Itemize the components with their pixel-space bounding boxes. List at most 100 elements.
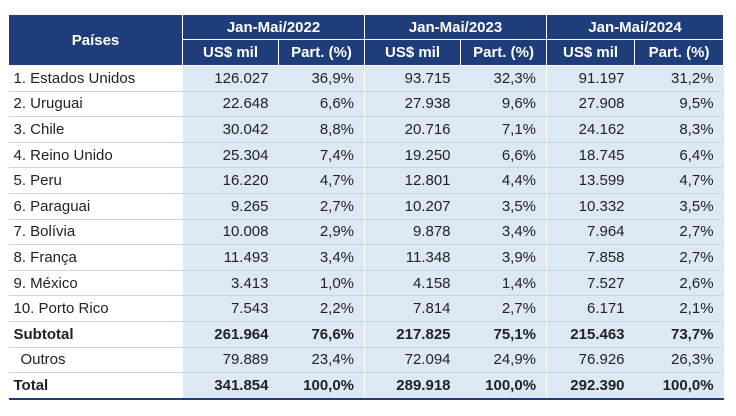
cell-share-2024: 8,3% [634,116,724,143]
cell-share-2024: 2,1% [634,295,724,322]
cell-share-2023: 24,9% [460,347,547,374]
exports-by-country-table: Países Jan-Mai/2022 Jan-Mai/2023 Jan-Mai… [8,14,725,400]
cell-share-2022: 2,9% [278,219,365,246]
cell-value-2023: 9.878 [364,219,461,246]
table-row: 4. Reino Unido 25.304 7,4% 19.250 6,6% 18.745… [8,142,724,169]
header-value-2022: US$ mil [182,39,279,66]
row-country-name: 7. Bolívia [8,219,183,246]
cell-value-2024: 76.926 [546,347,635,374]
cell-value-2024: 18.745 [546,142,635,169]
cell-share-2022: 3,4% [278,244,365,271]
header-value-2023: US$ mil [364,39,462,66]
cell-share-2023: 100,0% [460,372,547,400]
cell-value-2022: 341.854 [182,372,279,400]
row-country-name: 10. Porto Rico [8,295,183,322]
cell-value-2022: 7.543 [182,295,279,322]
cell-share-2024: 9,5% [634,91,724,118]
cell-value-2024: 7.527 [546,270,635,297]
cell-value-2024: 215.463 [546,320,635,348]
cell-value-2022: 10.008 [182,219,279,246]
cell-value-2022: 79.889 [182,347,279,374]
cell-share-2023: 3,9% [460,244,547,271]
cell-share-2024: 2,7% [634,244,724,271]
cell-share-2023: 2,7% [460,295,547,322]
cell-share-2022: 6,6% [278,91,365,118]
cell-value-2023: 289.918 [364,372,461,400]
table-row: 6. Paraguai 9.265 2,7% 10.207 3,5% 10.332 3,5% [8,193,724,220]
cell-value-2023: 27.938 [364,91,461,118]
row-country-name: 5. Peru [8,167,183,194]
row-country-name: 9. México [8,270,183,297]
cell-share-2024: 2,7% [634,219,724,246]
header-period-2023: Jan-Mai/2023 [364,14,548,40]
cell-share-2023: 75,1% [460,320,547,348]
cell-value-2022: 25.304 [182,142,279,169]
cell-value-2024: 13.599 [546,167,635,194]
table-row: 2. Uruguai 22.648 6,6% 27.938 9,6% 27.908 9,5% [8,91,724,118]
row-country-name: 2. Uruguai [8,91,183,118]
cell-share-2024: 100,0% [634,372,724,400]
header-share-2023: Part. (%) [460,39,548,66]
cell-share-2024: 31,2% [634,65,724,92]
cell-value-2022: 11.493 [182,244,279,271]
row-country-name: 4. Reino Unido [8,142,183,169]
cell-value-2022: 30.042 [182,116,279,143]
table-row: 10. Porto Rico 7.543 2,2% 7.814 2,7% 6.171 2,1… [8,295,724,322]
cell-share-2024: 2,6% [634,270,724,297]
cell-share-2023: 4,4% [460,167,547,194]
cell-value-2024: 24.162 [546,116,635,143]
cell-value-2024: 7.964 [546,219,635,246]
cell-value-2024: 27.908 [546,91,635,118]
row-country-name: 6. Paraguai [8,193,183,220]
cell-share-2023: 7,1% [460,116,547,143]
cell-value-2023: 72.094 [364,347,461,374]
cell-value-2022: 126.027 [182,65,279,92]
cell-share-2023: 32,3% [460,65,547,92]
cell-share-2022: 7,4% [278,142,365,169]
row-country-name: Outros [8,347,183,374]
table-body: 1. Estados Unidos 126.027 36,9% 93.715 32,3%… [8,65,724,400]
header-period-2022: Jan-Mai/2022 [181,14,366,40]
table-row: 1. Estados Unidos 126.027 36,9% 93.715 32,3%… [8,65,724,92]
cell-value-2022: 261.964 [182,320,279,348]
cell-value-2023: 10.207 [364,193,461,220]
cell-value-2024: 7.858 [546,244,635,271]
header-period-2024: Jan-Mai/2024 [546,14,725,40]
cell-share-2023: 1,4% [460,270,547,297]
cell-share-2022: 100,0% [278,372,365,400]
exports-table-container: Países Jan-Mai/2022 Jan-Mai/2023 Jan-Mai… [8,14,725,400]
cell-value-2023: 11.348 [364,244,461,271]
row-country-name: Subtotal [8,320,183,348]
row-country-name: 8. França [8,244,183,271]
cell-share-2022: 2,7% [278,193,365,220]
header-share-2024: Part. (%) [634,39,725,66]
cell-value-2023: 12.801 [364,167,461,194]
table-row: 3. Chile 30.042 8,8% 20.716 7,1% 24.162 8,3% [8,116,724,143]
cell-value-2022: 3.413 [182,270,279,297]
cell-share-2024: 73,7% [634,320,724,348]
cell-share-2024: 3,5% [634,193,724,220]
cell-value-2023: 217.825 [364,320,461,348]
header-value-2024: US$ mil [546,39,636,66]
cell-share-2022: 8,8% [278,116,365,143]
row-country-name: Total [8,372,183,400]
header-countries: Países [8,14,183,66]
total-row: Total 341.854 100,0% 289.918 100,0% 292.390 10… [8,372,724,400]
cell-value-2024: 91.197 [546,65,635,92]
cell-value-2024: 6.171 [546,295,635,322]
cell-share-2022: 4,7% [278,167,365,194]
cell-share-2024: 4,7% [634,167,724,194]
cell-share-2023: 3,4% [460,219,547,246]
cell-value-2024: 10.332 [546,193,635,220]
cell-value-2023: 4.158 [364,270,461,297]
row-country-name: 3. Chile [8,116,183,143]
others-row: Outros 79.889 23,4% 72.094 24,9% 76.926 26,3% [8,347,724,374]
cell-share-2022: 2,2% [278,295,365,322]
cell-share-2022: 76,6% [278,320,365,348]
cell-value-2022: 9.265 [182,193,279,220]
cell-value-2024: 292.390 [546,372,635,400]
cell-value-2023: 93.715 [364,65,461,92]
cell-share-2024: 6,4% [634,142,724,169]
cell-share-2022: 1,0% [278,270,365,297]
table-row: 9. México 3.413 1,0% 4.158 1,4% 7.527 2,6% [8,270,724,297]
